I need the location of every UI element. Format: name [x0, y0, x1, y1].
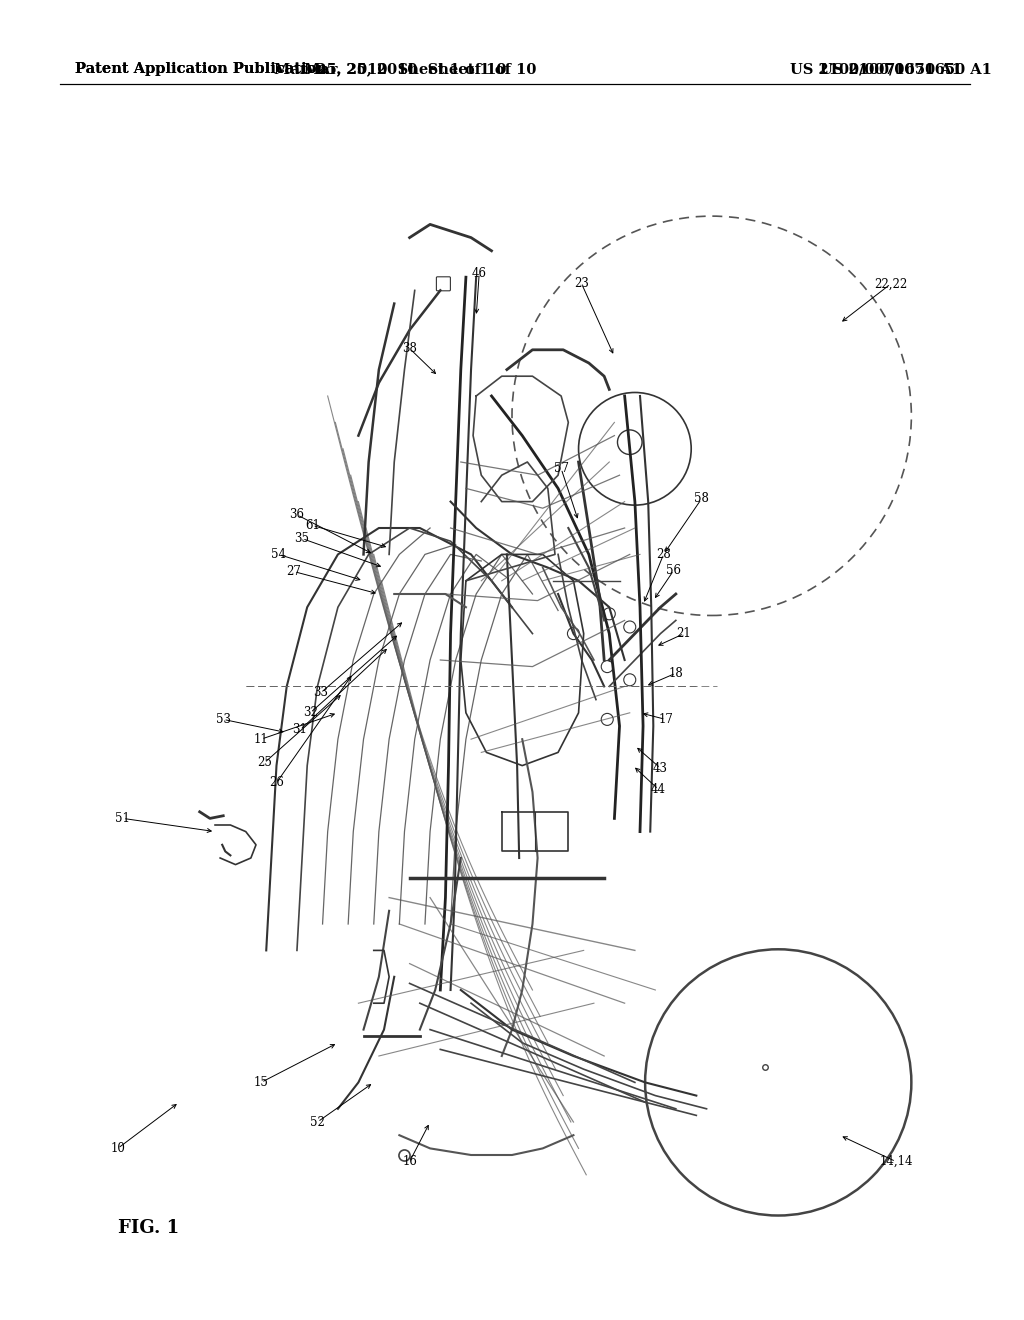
- Text: 32: 32: [303, 706, 317, 719]
- Text: US 2100/0071650 A1: US 2100/0071650 A1: [790, 62, 962, 77]
- Text: 52: 52: [310, 1115, 325, 1129]
- Text: 36: 36: [290, 508, 304, 521]
- Text: 16: 16: [402, 1155, 417, 1168]
- Text: 10: 10: [111, 1142, 125, 1155]
- Text: 46: 46: [472, 267, 486, 280]
- Text: 25: 25: [257, 756, 271, 770]
- Text: 28: 28: [656, 548, 671, 561]
- Text: 18: 18: [669, 667, 683, 680]
- Text: 31: 31: [293, 723, 307, 737]
- Text: 43: 43: [653, 762, 668, 775]
- Text: US 2100/0071650 A1: US 2100/0071650 A1: [820, 62, 992, 77]
- Text: 14,14: 14,14: [880, 1155, 912, 1168]
- FancyBboxPatch shape: [436, 277, 451, 290]
- Text: 54: 54: [271, 548, 286, 561]
- Text: 22,22: 22,22: [874, 277, 907, 290]
- Text: 57: 57: [554, 462, 568, 475]
- Text: Mar. 25, 2010  Sheet 1 of 10: Mar. 25, 2010 Sheet 1 of 10: [273, 62, 506, 77]
- Text: 61: 61: [305, 519, 319, 532]
- Text: FIG. 1: FIG. 1: [118, 1218, 179, 1237]
- Text: 58: 58: [694, 492, 709, 506]
- Text: 21: 21: [677, 627, 691, 640]
- Text: Patent Application Publication: Patent Application Publication: [75, 62, 327, 77]
- Text: 51: 51: [116, 812, 130, 825]
- Text: 53: 53: [216, 713, 230, 726]
- Text: 17: 17: [658, 713, 673, 726]
- Text: 33: 33: [313, 686, 328, 700]
- Text: 38: 38: [402, 342, 417, 355]
- Text: Mar. 25, 2010  Sheet 1 of 10: Mar. 25, 2010 Sheet 1 of 10: [304, 62, 537, 77]
- Text: 56: 56: [667, 564, 681, 577]
- Text: 11: 11: [254, 733, 268, 746]
- Text: 27: 27: [287, 565, 301, 578]
- Text: 26: 26: [269, 776, 284, 789]
- Text: 35: 35: [295, 532, 309, 545]
- Text: 44: 44: [651, 783, 666, 796]
- Text: 15: 15: [254, 1076, 268, 1089]
- Text: Patent Application Publication: Patent Application Publication: [75, 62, 327, 77]
- Text: 23: 23: [574, 277, 589, 290]
